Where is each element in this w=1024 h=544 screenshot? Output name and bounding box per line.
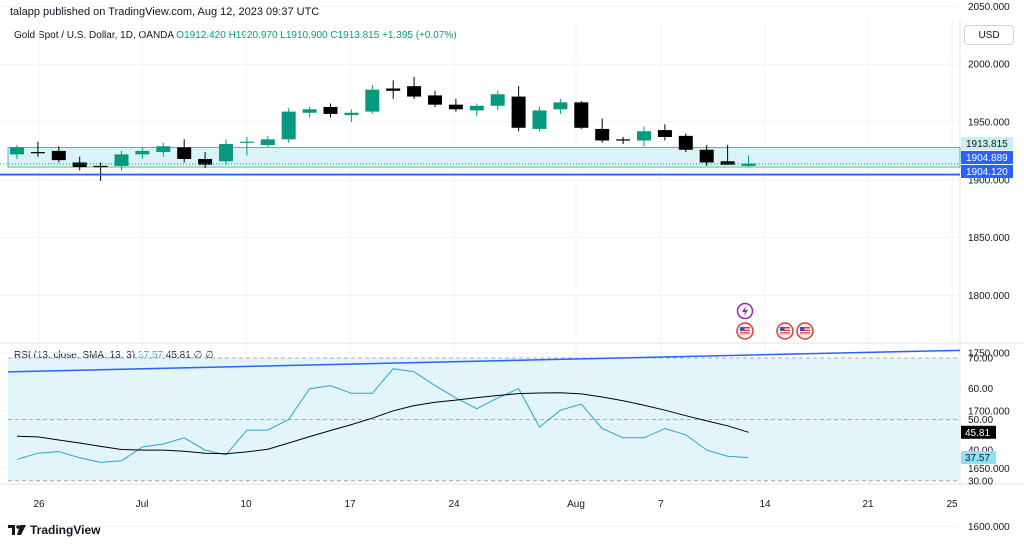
price-tick-label: 2000.000 xyxy=(968,60,1010,71)
rsi-empty-values: ∅ ∅ xyxy=(193,350,214,361)
candle-body xyxy=(595,128,610,141)
price-label-box xyxy=(961,137,1013,150)
publish-info: talapp published on TradingView.com, Aug… xyxy=(10,6,320,18)
candle-body xyxy=(553,102,568,110)
rsi-sma-value: 45.81 xyxy=(165,350,191,361)
candle-body xyxy=(10,147,24,155)
candle-body xyxy=(407,86,422,97)
time-tick-label: 24 xyxy=(448,499,460,510)
price-tick-label: 1850.000 xyxy=(968,233,1010,244)
candle-body xyxy=(344,112,359,116)
candle-body xyxy=(699,149,714,163)
rsi-tick-label: 50.00 xyxy=(968,415,993,426)
tradingview-logo-icon xyxy=(8,525,26,535)
tradingview-brand: TradingView xyxy=(30,523,101,537)
time-tick-label: 25 xyxy=(946,499,958,510)
candle-body xyxy=(428,95,442,105)
candle-body xyxy=(469,105,484,111)
close-value: C1913.815 xyxy=(330,30,380,41)
price-label: 1904.120 xyxy=(966,167,1008,178)
rsi-legend: RSI (13, close, SMA, 13, 3) 37.57 45.81 … xyxy=(14,350,214,361)
symbol-legend: Gold Spot / U.S. Dollar, 1D, OANDA O1912… xyxy=(14,30,457,41)
candle-body xyxy=(657,130,672,138)
rsi-band xyxy=(8,358,960,481)
candle-body xyxy=(532,110,547,129)
price-tick-label: 1600.000 xyxy=(968,522,1010,533)
footer: TradingView xyxy=(8,523,100,537)
time-tick-label: 21 xyxy=(862,499,874,510)
rsi-label: RSI (13, close, SMA, 13, 3) xyxy=(14,350,136,361)
currency-button[interactable]: USD xyxy=(964,25,1014,45)
time-tick-label: 26 xyxy=(33,499,45,510)
price-label-box xyxy=(961,165,1013,178)
price-tick-label: 1750.000 xyxy=(968,349,1010,360)
candle-body xyxy=(511,96,526,128)
candle-body xyxy=(720,161,735,165)
candle-body xyxy=(198,158,213,165)
time-tick-label: Aug xyxy=(567,499,585,510)
symbol-name: Gold Spot / U.S. Dollar, 1D, OANDA xyxy=(14,30,174,41)
price-label: 1904.889 xyxy=(966,153,1008,164)
dividend-event-icon[interactable] xyxy=(736,302,754,320)
rsi-sma-line xyxy=(16,392,749,455)
price-tick-label: 1900.000 xyxy=(968,175,1010,186)
price-tick-label: 2050.000 xyxy=(968,2,1010,13)
high-value: H1920.970 xyxy=(228,30,278,41)
rsi-tick-label: 60.00 xyxy=(968,384,993,395)
rsi-tick-label: 30.00 xyxy=(968,476,993,487)
candle-body xyxy=(51,150,66,161)
us-flag-event-icon[interactable] xyxy=(776,322,794,340)
low-value: L1910.900 xyxy=(280,30,328,41)
us-flag-event-icon[interactable] xyxy=(796,322,814,340)
candle-body xyxy=(386,88,401,91)
rsi-value-label-box xyxy=(961,451,996,465)
candle-body xyxy=(72,162,87,168)
rsi-tick-label: 40.00 xyxy=(968,446,993,457)
time-tick-label: 7 xyxy=(658,499,664,510)
candle-body xyxy=(741,163,756,166)
open-value: O1912.420 xyxy=(176,30,226,41)
candle-body xyxy=(637,131,651,141)
candle-body xyxy=(616,139,631,141)
candle-body xyxy=(156,146,171,153)
time-tick-label: 10 xyxy=(240,499,252,510)
us-flag-event-icon[interactable] xyxy=(736,322,754,340)
price-tick-label: 1700.000 xyxy=(968,406,1010,417)
candle-body xyxy=(239,141,254,143)
time-tick-label: 14 xyxy=(759,499,771,510)
rsi-value-label-box xyxy=(961,425,996,439)
candle-body xyxy=(177,147,192,159)
rsi-value-label: 45.81 xyxy=(965,428,990,439)
time-tick-label: 17 xyxy=(344,499,356,510)
candle-body xyxy=(281,111,296,140)
candle-body xyxy=(365,89,380,112)
price-label-box xyxy=(961,151,1013,164)
rsi-value-label: 37.57 xyxy=(965,453,990,464)
time-tick-label: Jul xyxy=(136,499,149,510)
rsi-line xyxy=(16,368,749,463)
support-zone xyxy=(7,147,961,168)
candle-body xyxy=(490,94,505,106)
rsi-value: 37.57 xyxy=(137,350,163,361)
candle-body xyxy=(219,143,233,162)
candle-body xyxy=(448,104,463,110)
candle-body xyxy=(135,150,150,155)
price-tick-label: 1800.000 xyxy=(968,291,1010,302)
candle-body xyxy=(114,154,129,166)
candle-body xyxy=(323,106,338,114)
price-tick-label: 1650.000 xyxy=(968,464,1010,475)
price-tick-label: 1950.000 xyxy=(968,118,1010,129)
candle-body xyxy=(574,102,589,128)
candle-body xyxy=(302,109,317,113)
candle-body xyxy=(30,152,45,154)
candle-body xyxy=(93,165,108,168)
rsi-tick-label: 70.00 xyxy=(968,354,993,365)
candle-body xyxy=(678,135,693,150)
candle-body xyxy=(260,139,275,146)
change-value: +1.395 (+0.07%) xyxy=(382,30,457,41)
price-label: 1913.815 xyxy=(966,139,1008,150)
